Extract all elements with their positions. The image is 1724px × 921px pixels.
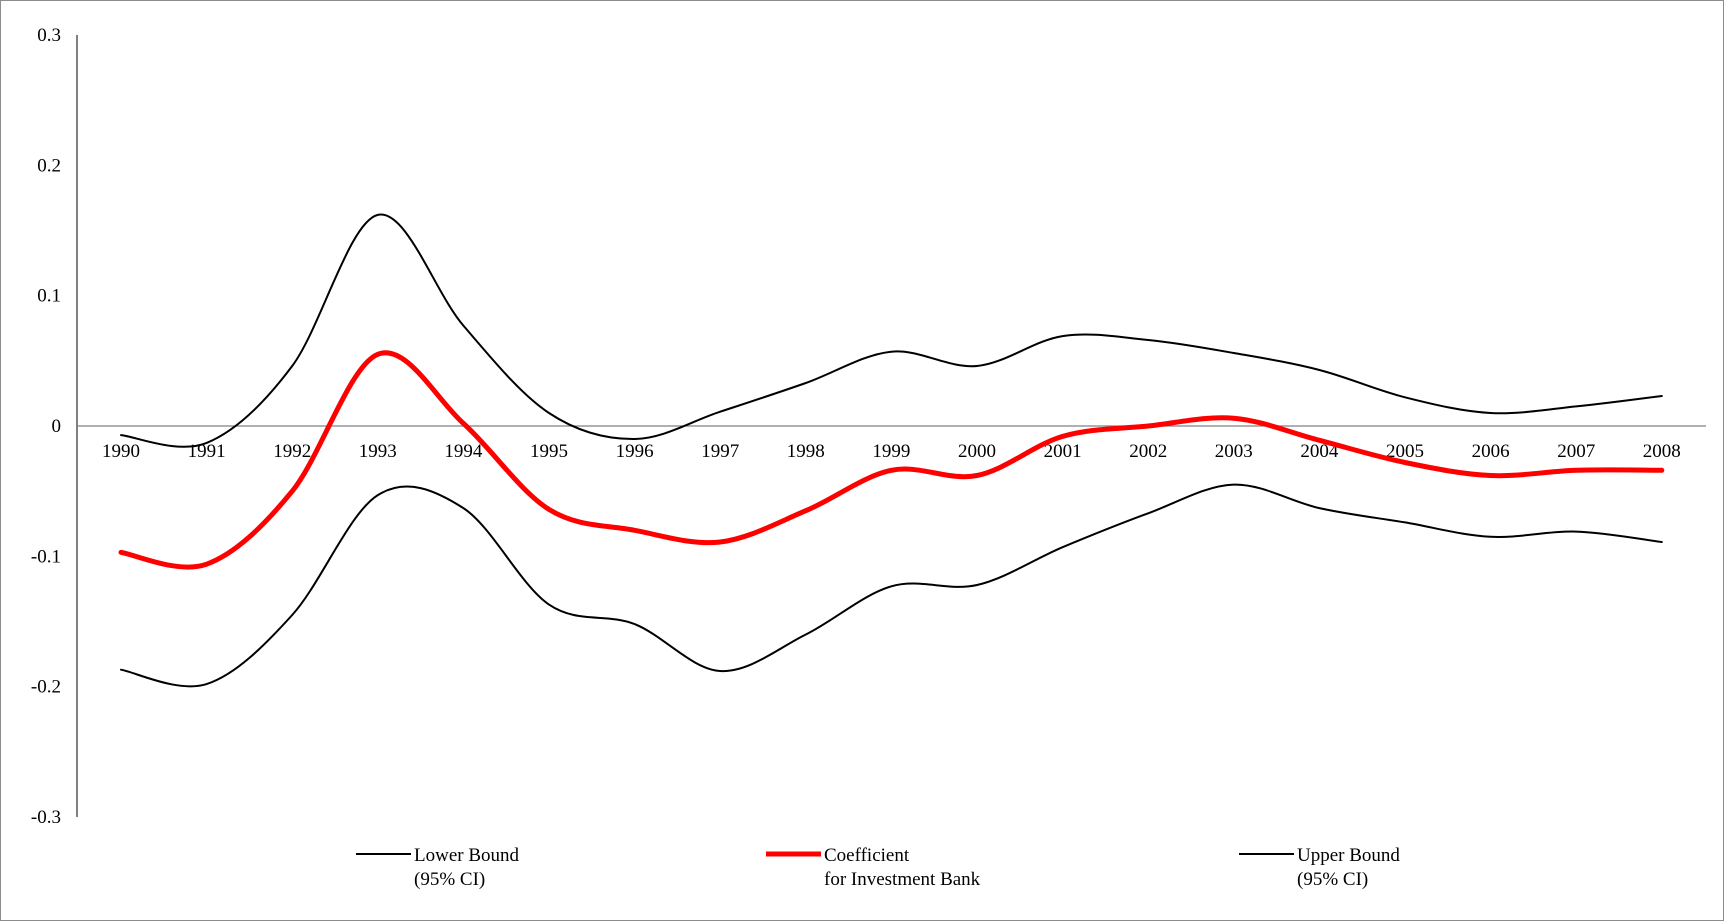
y-tick-label: -0.2: [31, 677, 61, 698]
y-tick-label: 0.2: [37, 155, 61, 176]
x-tick-label: 1990: [102, 441, 140, 462]
legend-label: Upper Bound: [1297, 845, 1400, 866]
legend-label: Coefficient: [824, 845, 910, 866]
y-tick-label: -0.1: [31, 546, 61, 567]
x-tick-labels: 1990 1991 1992 1993 1994 1995 1996 1997 1998 1999…: [102, 441, 1681, 462]
x-tick-label: 1994: [444, 441, 483, 462]
x-tick-label: 1999: [872, 441, 910, 462]
x-tick-label: 2007: [1557, 441, 1595, 462]
y-tick-labels: 0.3 0.2 0.1 0 -0.1 -0.2 -0.3: [31, 25, 61, 828]
lower-bound-line: [120, 483, 1663, 688]
x-tick-label: 1991: [188, 441, 226, 462]
x-tick-label: 1993: [359, 441, 397, 462]
legend-item-coefficient: Coefficient for Investment Bank: [766, 845, 981, 890]
x-tick-label: 2005: [1386, 441, 1424, 462]
x-tick-label: 1997: [701, 441, 739, 462]
x-tick-label: 2006: [1472, 441, 1510, 462]
axes: [76, 35, 1706, 817]
upper-bound-line: [120, 213, 1663, 448]
x-tick-label: 1992: [273, 441, 311, 462]
x-tick-label: 1995: [530, 441, 568, 462]
legend-label-line2: (95% CI): [1297, 869, 1368, 890]
y-tick-label: 0.3: [37, 25, 61, 46]
x-tick-label: 1996: [616, 441, 654, 462]
x-tick-label: 2004: [1300, 441, 1339, 462]
y-tick-label: 0.1: [37, 286, 61, 307]
coefficient-line: [118, 350, 1665, 570]
x-tick-label: 2008: [1643, 441, 1681, 462]
legend-label: Lower Bound: [414, 845, 520, 866]
x-tick-label: 2003: [1215, 441, 1253, 462]
legend: Lower Bound (95% CI) Coefficient for Invest…: [356, 845, 1400, 890]
legend-label-line2: (95% CI): [414, 869, 485, 890]
x-tick-label: 1998: [787, 441, 825, 462]
y-tick-label: -0.3: [31, 807, 61, 828]
y-tick-label: 0: [52, 416, 62, 437]
x-tick-label: 2001: [1044, 441, 1082, 462]
x-tick-label: 2000: [958, 441, 996, 462]
legend-label-line2: for Investment Bank: [824, 869, 981, 890]
legend-item-lower-bound: Lower Bound (95% CI): [356, 845, 520, 890]
series-lines: [118, 213, 1665, 688]
legend-item-upper-bound: Upper Bound (95% CI): [1239, 845, 1400, 890]
x-tick-label: 2002: [1129, 441, 1167, 462]
